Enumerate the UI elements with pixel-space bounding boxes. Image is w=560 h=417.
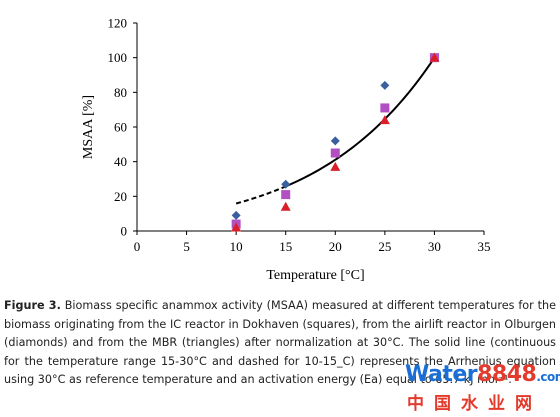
chart: 0 20 40 60 80 100 120 0 5 10 15 20 25 30 35 Temperatur…: [81, 16, 491, 284]
curve-solid: [285, 57, 436, 188]
triangle-point: [231, 222, 242, 232]
watermark-chinese: 中国水业网: [407, 394, 542, 414]
square-point: [330, 148, 340, 158]
watermark-brand: Water8848.com: [405, 362, 560, 387]
x-tick-label: 25: [378, 239, 391, 254]
figure-label: Figure 3.: [4, 299, 61, 312]
diamond-point: [330, 136, 340, 146]
x-tick-label: 0: [134, 239, 141, 254]
watermark-part2: 8848: [477, 362, 537, 387]
y-tick-label: 100: [108, 50, 128, 65]
y-axis-title: MSAA [%]: [81, 95, 96, 159]
triangle-point: [429, 52, 440, 62]
y-tick-label: 0: [121, 224, 128, 239]
square-point: [380, 103, 390, 113]
x-tick-label: 35: [478, 239, 491, 254]
chart-svg: 0 20 40 60 80 100 120 0 5 10 15 20 25 30 35 Temperatur…: [81, 16, 491, 284]
watermark-suffix: .com: [536, 370, 560, 384]
watermark-logo: Water8848.com 中国水业网: [405, 362, 560, 414]
axes: 0 20 40 60 80 100 120 0 5 10 15 20 25 30 35: [108, 16, 491, 255]
watermark-part1: Water: [405, 362, 478, 387]
x-tick-label: 20: [329, 239, 342, 254]
triangle-point: [379, 115, 390, 125]
x-tick-label: 5: [183, 239, 190, 254]
curve-dashed: [235, 185, 287, 205]
figure-caption: Figure 3. Biomass specific anammox activ…: [4, 297, 556, 390]
caption-text: Biomass specific anammox activity (MSAA)…: [4, 299, 557, 387]
arrhenius-curve: [235, 57, 436, 205]
diamond-point: [281, 179, 291, 189]
y-tick-label: 40: [114, 154, 127, 169]
square-point: [281, 190, 291, 200]
diamond-point: [231, 210, 241, 220]
data-points: [231, 52, 440, 232]
y-tick-label: 20: [114, 189, 127, 204]
y-tick-label: 80: [114, 85, 127, 100]
diamond-point: [380, 80, 390, 90]
y-tick-label: 60: [114, 120, 127, 135]
triangle-point: [280, 201, 291, 211]
x-tick-label: 15: [279, 239, 292, 254]
x-tick-label: 10: [230, 239, 243, 254]
triangle-point: [330, 161, 341, 171]
x-tick-label: 30: [428, 239, 441, 254]
y-tick-label: 120: [108, 16, 128, 31]
x-axis-title: Temperature [°C]: [266, 268, 364, 283]
